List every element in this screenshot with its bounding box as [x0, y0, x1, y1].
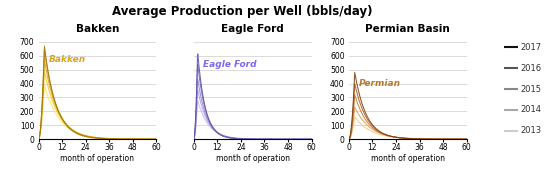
Text: 2013: 2013 — [521, 126, 542, 135]
Text: Permian: Permian — [359, 79, 400, 88]
X-axis label: month of operation: month of operation — [216, 154, 290, 163]
X-axis label: month of operation: month of operation — [371, 154, 445, 163]
Text: Eagle Ford: Eagle Ford — [204, 60, 257, 69]
Text: 2016: 2016 — [521, 64, 542, 73]
Text: Average Production per Well (bbls/day): Average Production per Well (bbls/day) — [112, 5, 372, 18]
Title: Eagle Ford: Eagle Ford — [221, 24, 284, 34]
Text: 2015: 2015 — [521, 85, 542, 94]
X-axis label: month of operation: month of operation — [60, 154, 135, 163]
Title: Permian Basin: Permian Basin — [365, 24, 450, 34]
Title: Bakken: Bakken — [76, 24, 119, 34]
Text: Bakken: Bakken — [48, 55, 85, 64]
Text: 2014: 2014 — [521, 105, 542, 114]
Text: 2017: 2017 — [521, 43, 542, 52]
